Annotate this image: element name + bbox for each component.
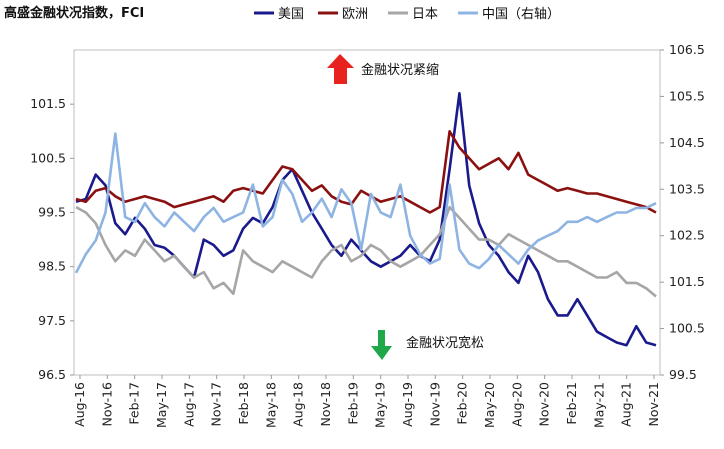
x-tick-label: Aug-21 — [619, 382, 634, 427]
x-tick-label: Feb-21 — [564, 382, 579, 425]
right-y-tick-label: 100.5 — [669, 321, 705, 336]
x-tick-label: Nov-19 — [427, 382, 442, 427]
legend-label: 中国（右轴） — [482, 7, 560, 22]
x-tick-label: May-19 — [373, 382, 388, 428]
x-tick-label: Nov-16 — [99, 382, 114, 427]
x-tick-label: Nov-18 — [318, 382, 333, 427]
x-tick-label: Nov-20 — [537, 382, 552, 427]
x-tick-label: May-21 — [591, 382, 606, 428]
x-tick-label: May-20 — [482, 382, 497, 428]
right-y-tick-label: 99.5 — [669, 367, 697, 382]
legend-label: 日本 — [412, 7, 438, 22]
x-tick-label: May-17 — [154, 382, 169, 428]
left-y-tick-label: 99.5 — [38, 205, 66, 220]
series-layer — [74, 92, 657, 347]
chart-legend: 美国 欧洲 日本 中国（右轴） — [254, 7, 560, 22]
series-line-3 — [74, 132, 657, 274]
x-tick-label: Aug-18 — [291, 382, 306, 427]
annotation-loosen: 金融状况宽松 — [406, 335, 484, 351]
x-tick-label: Feb-19 — [345, 382, 360, 425]
left-y-tick-label: 96.5 — [38, 367, 66, 382]
x-tick-label: Nov-17 — [209, 382, 224, 426]
right-y-tick-label: 101.5 — [669, 274, 705, 289]
right-y-tick-label: 102.5 — [669, 228, 705, 243]
chart-title: 高盛金融状况指数，FCI — [4, 5, 144, 21]
legend-label: 美国 — [278, 7, 304, 22]
x-tick-label: Feb-17 — [127, 382, 142, 425]
x-tick-label: Aug-20 — [509, 382, 524, 427]
x-tick-label: Aug-19 — [400, 382, 415, 427]
left-y-tick-label: 101.5 — [30, 96, 66, 111]
tighten-up-arrow-icon — [327, 54, 354, 84]
loosen-down-arrow-icon — [371, 330, 392, 360]
annotation-tighten: 金融状况紧缩 — [361, 62, 439, 78]
x-tick-label: Feb-18 — [236, 382, 251, 425]
legend-label: 欧洲 — [342, 7, 368, 22]
series-line-1 — [75, 130, 657, 214]
axes: 96.5 97.5 98.5 99.5 100.5 101.5 99.5 100.5 101.5… — [30, 42, 705, 428]
right-y-tick-label: 104.5 — [669, 135, 705, 150]
series-line-0 — [75, 92, 657, 347]
annotations: 金融状况紧缩 金融状况宽松 — [327, 54, 484, 360]
x-tick-label: Aug-16 — [72, 382, 87, 427]
right-y-tick-label: 106.5 — [669, 42, 705, 57]
right-y-tick-label: 103.5 — [669, 181, 705, 196]
x-tick-label: May-18 — [263, 382, 278, 428]
series-line-2 — [75, 205, 657, 298]
left-y-tick-label: 98.5 — [38, 259, 66, 274]
x-tick-label: Aug-17 — [181, 382, 196, 427]
left-y-tick-label: 100.5 — [30, 150, 66, 165]
right-y-tick-label: 105.5 — [669, 88, 705, 103]
x-tick-label: Feb-20 — [455, 382, 470, 425]
left-y-tick-label: 97.5 — [38, 313, 66, 328]
x-tick-label: Nov-21 — [646, 382, 661, 426]
